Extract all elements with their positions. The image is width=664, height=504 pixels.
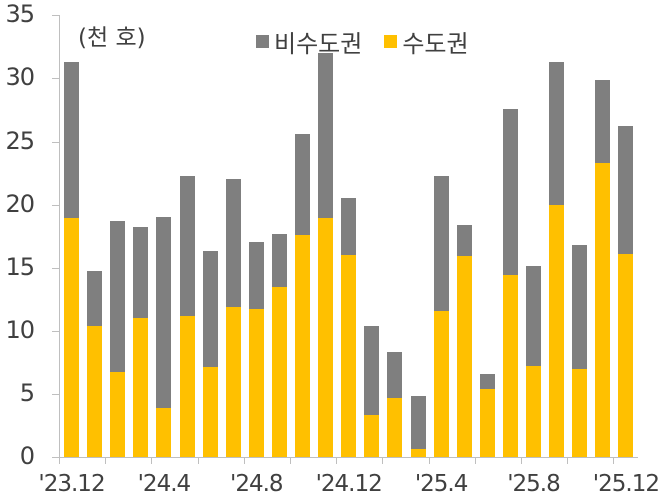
bar-non-capital [387,352,403,398]
bar-capital [364,415,380,457]
bar-non-capital [248,242,264,310]
x-tick [567,457,569,464]
bar-non-capital [549,61,565,205]
bar-non-capital [526,266,541,367]
bar-non-capital [341,198,357,256]
x-tick [59,457,60,464]
bar-capital [479,388,495,457]
bar-non-capital [364,325,380,416]
bar-capital [526,366,541,457]
y-tick-label: 10 [5,315,35,344]
legend-swatch-non-capital [256,35,269,48]
x-tick-label: '24.4 [137,471,192,497]
x-tick-label: '24.12 [315,471,383,497]
bar-non-capital [618,126,634,254]
bar-non-capital [456,224,472,257]
y-tick-label: 5 [19,378,35,407]
x-tick [151,457,153,464]
y-tick-label: 25 [5,126,35,155]
x-tick [105,457,107,464]
bar-non-capital [295,133,310,235]
x-tick [197,457,199,464]
y-tick-label: 0 [19,442,35,470]
bar-non-capital [202,251,218,368]
legend-item-capital: 수도권 [384,24,469,59]
x-tick [382,457,384,464]
bar-capital [133,318,149,457]
legend-item-non-capital: 비수도권 [256,24,362,59]
y-tick [52,78,59,80]
y-tick [52,457,59,458]
y-tick-label: 20 [5,189,35,218]
bar-capital [341,255,357,457]
bar-non-capital [595,79,611,163]
legend-label-capital: 수도권 [402,30,469,58]
bar-capital [595,162,611,457]
bar-non-capital [156,217,172,408]
x-tick-label: '25.4 [414,471,469,497]
bar-non-capital [64,61,79,219]
bar-capital [618,253,634,457]
bar-capital [64,218,79,457]
y-tick [52,267,59,269]
y-tick-label: 30 [5,63,35,92]
x-tick [521,457,522,464]
y-tick-label: 15 [5,252,35,281]
legend: 비수도권 수도권 [256,24,491,59]
unit-label: (천 호) [78,25,146,51]
x-tick-label: '24.8 [230,471,284,497]
bar-non-capital [225,179,241,307]
x-tick [243,457,245,464]
bar-non-capital [479,373,495,389]
x-tick [336,457,338,464]
bar-capital [271,286,287,457]
bar-capital [248,309,264,457]
bar-non-capital [87,271,103,326]
y-tick-label: 35 [5,0,35,29]
x-tick [474,457,476,464]
bar-capital [110,372,126,457]
bar-capital [295,234,310,457]
legend-swatch-capital [384,35,398,48]
y-axis-line [59,15,60,457]
bar-non-capital [110,221,126,373]
bar-capital [502,275,518,457]
x-axis-line [59,457,638,458]
x-tick-label: '25.8 [507,471,561,497]
x-tick [613,457,615,464]
bar-non-capital [133,227,149,319]
bar-capital [456,256,472,457]
bar-non-capital [410,396,426,450]
bar-non-capital [502,108,518,276]
bar-capital [225,306,241,457]
x-tick [428,457,430,464]
bar-capital [387,397,403,457]
x-tick-label: '25.12 [592,471,660,497]
bar-capital [179,315,195,457]
x-tick [290,457,291,464]
x-tick-label: '23.12 [38,471,105,497]
y-tick [52,330,59,332]
y-tick [52,204,59,206]
bar-non-capital [318,53,334,219]
y-tick [52,393,59,395]
bar-capital [410,449,426,457]
bar-non-capital [433,175,449,311]
bar-capital [156,407,172,457]
bar-capital [549,204,565,457]
bar-capital [572,368,588,457]
y-tick [52,141,59,143]
bar-capital [318,218,334,457]
bar-capital [433,310,449,457]
bar-non-capital [271,233,287,287]
y-tick [52,15,59,17]
bar-non-capital [572,244,588,369]
bar-capital [202,367,218,457]
bar-non-capital [179,175,195,316]
bar-capital [87,325,103,457]
